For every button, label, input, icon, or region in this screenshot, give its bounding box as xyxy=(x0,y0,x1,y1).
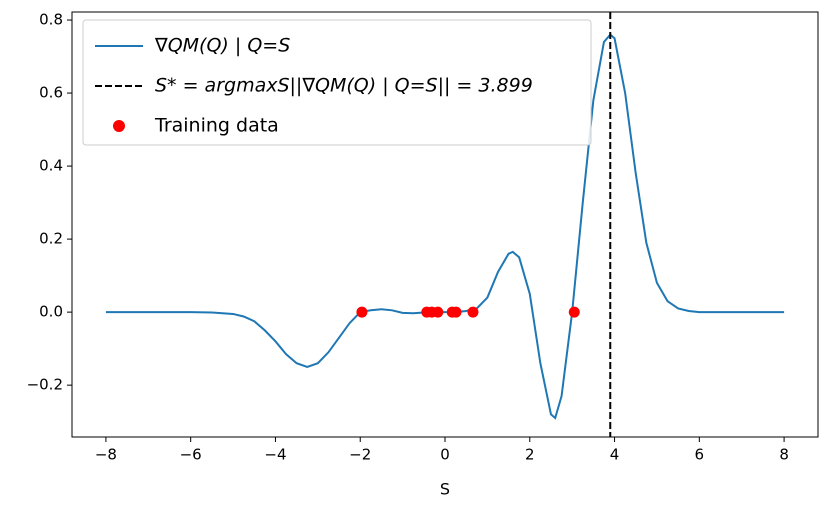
y-tick-label: −0.2 xyxy=(27,376,63,394)
x-axis-label: S xyxy=(440,480,450,499)
y-tick-label: 0.6 xyxy=(39,84,63,102)
x-tick-label: −8 xyxy=(95,446,117,464)
point xyxy=(568,306,580,318)
x-tick-label: −4 xyxy=(264,446,286,464)
legend-marker xyxy=(113,120,125,132)
point xyxy=(356,306,368,318)
legend-label: Training data xyxy=(154,115,279,137)
x-tick-label: 4 xyxy=(610,446,620,464)
x-tick-label: 6 xyxy=(695,446,705,464)
y-tick-label: 0.8 xyxy=(39,11,63,29)
x-tick-label: −6 xyxy=(180,446,202,464)
point xyxy=(467,306,479,318)
plot-frame xyxy=(71,11,819,438)
y-tick-label: 0.4 xyxy=(39,157,63,175)
point xyxy=(432,306,444,318)
legend-box xyxy=(82,19,592,146)
legend-label: S* = argmaxS||∇QM(Q) | Q=S|| = 3.899 xyxy=(155,75,533,97)
x-tick-label: 8 xyxy=(779,446,789,464)
x-tick-label: −2 xyxy=(349,446,371,464)
legend-label: ∇QM(Q) | Q=S xyxy=(154,35,290,57)
x-tick-label: 2 xyxy=(525,446,535,464)
y-tick-label: 0.0 xyxy=(39,303,63,321)
x-tick-label: 0 xyxy=(440,446,450,464)
y-tick-label: 0.2 xyxy=(39,230,63,248)
point xyxy=(450,306,462,318)
